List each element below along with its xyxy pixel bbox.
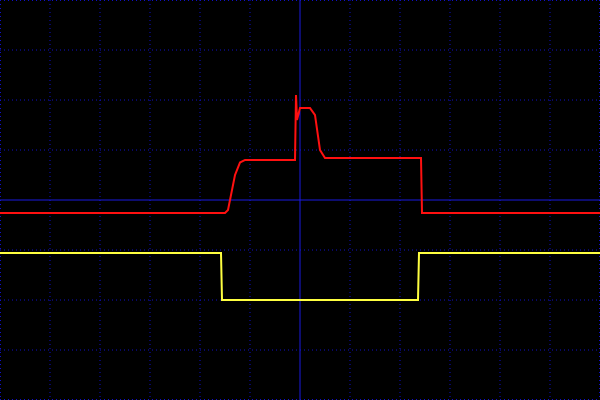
trace — [0, 252, 600, 301]
trace — [0, 94, 600, 214]
